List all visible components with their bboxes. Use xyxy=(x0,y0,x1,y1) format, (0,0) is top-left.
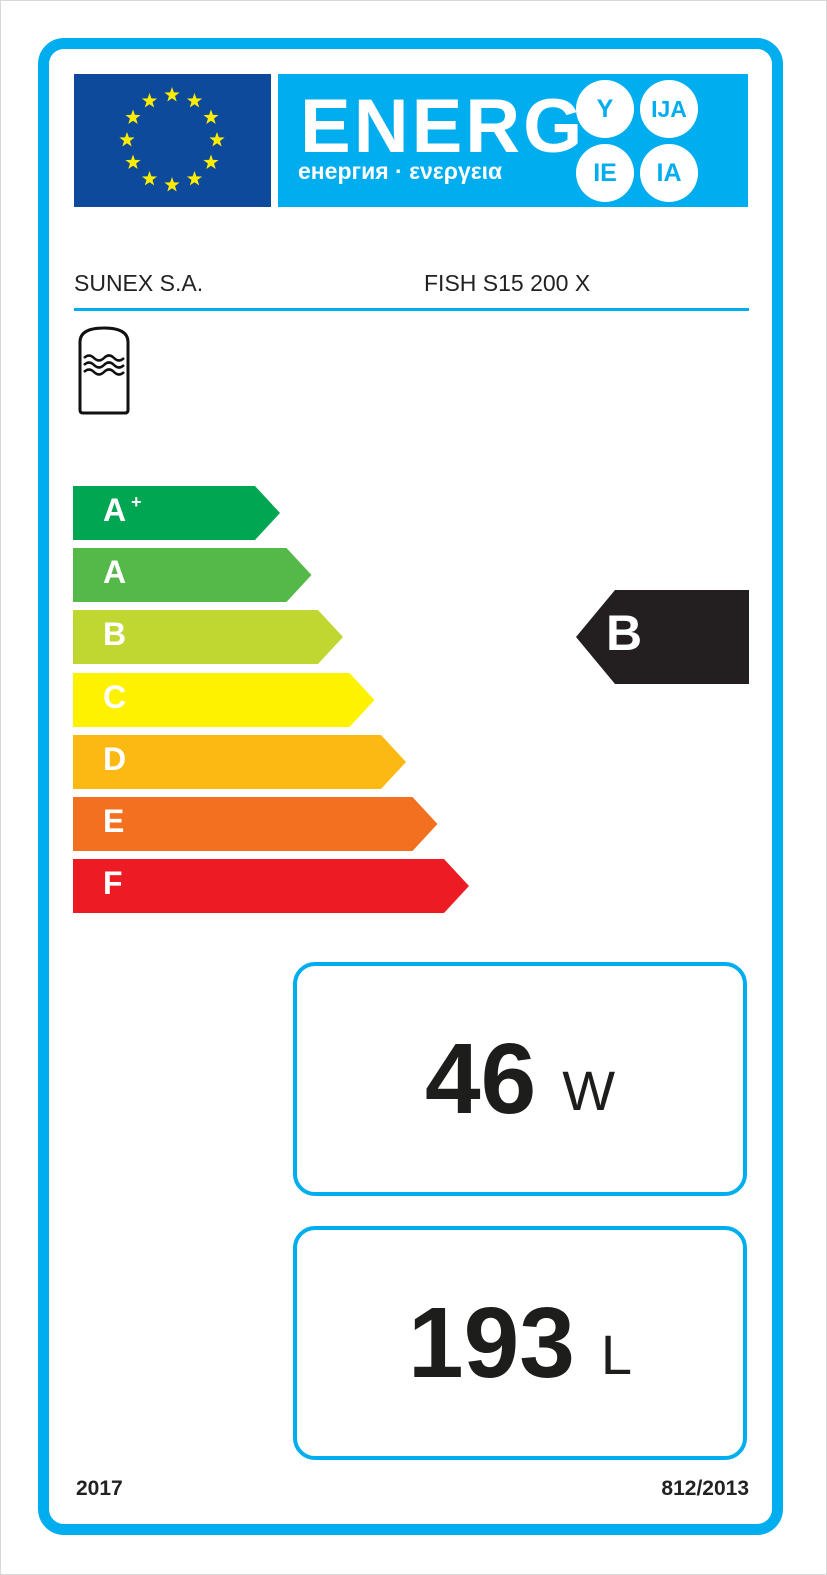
scale-bar-label: A xyxy=(103,554,127,591)
star-icon xyxy=(125,154,141,169)
energy-banner: ENERG енергия · ενεργεια Y IJA IE IA xyxy=(278,74,748,207)
star-icon xyxy=(203,154,219,169)
label-year: 2017 xyxy=(76,1477,123,1500)
supplier-name: SUNEX S.A. xyxy=(74,270,204,296)
scale-bar-label: A xyxy=(103,492,127,528)
suffix-circle: IA xyxy=(640,144,698,202)
suffix-circle: Y xyxy=(576,80,634,138)
rating-arrow: B xyxy=(576,590,749,684)
hot-water-storage-tank-icon xyxy=(78,326,130,415)
standing-loss-value: 46 xyxy=(424,1022,537,1135)
volume-value: 193 xyxy=(407,1286,575,1399)
scale-bar-aplus: A + xyxy=(73,486,280,540)
rating-label: B xyxy=(606,605,643,661)
scale-bar-label: E xyxy=(103,803,125,839)
label-frame xyxy=(38,38,783,1535)
suffix-circle: IE xyxy=(576,144,634,202)
star-icon xyxy=(186,171,203,186)
eu-flag xyxy=(74,74,271,207)
volume-unit: L xyxy=(600,1322,632,1386)
star-icon xyxy=(203,109,219,124)
scale-bar-d: D xyxy=(73,734,406,789)
divider xyxy=(74,308,749,311)
star-icon xyxy=(164,87,180,102)
scale-bar-label: C xyxy=(103,678,127,715)
scale-bar-f: F xyxy=(73,859,469,914)
scale-bar-label: F xyxy=(103,865,123,902)
scale-bar-superscript: + xyxy=(131,492,142,512)
star-icon xyxy=(119,132,135,147)
star-icon xyxy=(125,109,141,124)
suffix-circle: IJA xyxy=(640,80,698,138)
scale-bar-c: C xyxy=(73,672,375,727)
scale-bar-b: B xyxy=(73,610,343,665)
eu-flag-icon xyxy=(119,87,225,192)
star-icon xyxy=(141,171,158,186)
star-icon xyxy=(141,93,158,108)
model-identifier: FISH S15 200 X xyxy=(424,270,591,296)
regulation-number: 812/2013 xyxy=(661,1477,749,1500)
standing-loss-unit: W xyxy=(562,1058,616,1122)
star-icon xyxy=(186,93,203,108)
scale-bar-e: E xyxy=(73,797,438,851)
standing-loss-box: 46 W xyxy=(293,962,747,1196)
star-icon xyxy=(164,177,180,192)
star-icon xyxy=(209,132,225,147)
energy-word: ENERG xyxy=(300,84,586,169)
scale-bar-a: A xyxy=(73,548,312,603)
energy-subtitle: енергия · ενεργεια xyxy=(298,158,503,184)
volume-box: 193 L xyxy=(293,1226,747,1460)
scale-bar-label: B xyxy=(103,616,127,653)
scale-bar-label: D xyxy=(103,740,127,777)
